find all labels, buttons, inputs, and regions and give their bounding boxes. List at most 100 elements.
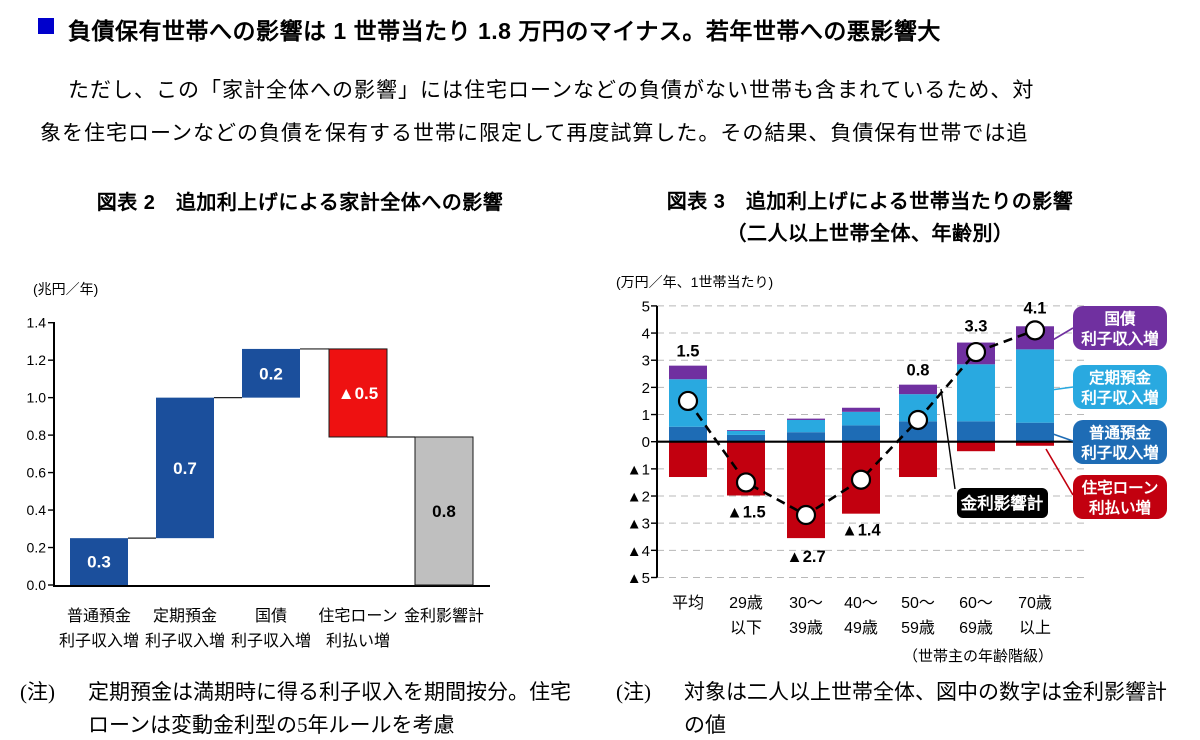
stack-segment-0-cat2 [787,432,825,442]
x-category-label: 70歳 [1018,594,1052,612]
x-category-label: 住宅ローン [318,607,397,625]
legend-label: 定期預金 [1089,368,1152,387]
line-value-label: ▲2.7 [786,548,825,566]
x-category-label: 40～ [844,595,878,612]
y-tick-label: 1.2 [27,352,47,368]
x-category-label: 定期預金 [153,607,217,625]
y-tick-label: 0 [642,434,650,451]
impact-line-marker [965,341,987,363]
line-value-label: ▲1.4 [841,522,881,540]
x-category-label: 29歳 [729,594,763,612]
fig3-note-line1: 対象は二人以上世帯全体、図中の数字は金利影響計 [684,680,1167,704]
x-category-label: 国債 [255,607,287,625]
stack-segment-2-cat2 [787,418,825,420]
headline-text: 負債保有世帯への影響は 1 世帯当たり 1.8 万円のマイナス。若年世帯への悪影… [68,18,941,44]
fig3-unit-label: (万円／年、1世帯当たり) [616,274,774,290]
impact-line-marker [907,409,929,431]
stack-segment-0-cat1 [727,434,765,442]
fig3-title-line2: （二人以上世帯全体、年齢別） [726,223,1014,245]
legend-label: 利子収入増 [1081,443,1159,462]
stack-segment-2-cat3 [842,407,880,412]
stack-segment-0-cat0 [669,426,707,442]
legend-box-2 [1073,420,1167,464]
fig2-note-label: (注) [20,680,55,704]
y-tick-label: 1.0 [27,390,47,406]
stack-segment-loan-cat0 [669,441,707,478]
line-legend-box [957,488,1048,518]
impact-line-marker [1024,320,1046,341]
x-category-label: 39歳 [789,619,823,637]
y-tick-label: 2 [642,380,650,397]
y-tick-label: 0.0 [27,577,47,593]
fig3-note-line2: の値 [684,713,726,737]
stack-segment-1-cat1 [727,430,765,435]
y-tick-label: ▲1 [627,461,650,478]
waterfall-bar-3 [242,348,300,398]
line-value-label: 1.5 [677,343,700,361]
waterfall-bar-1 [70,538,128,585]
y-tick-label: 1.4 [27,315,47,331]
legend-callout [1050,386,1074,391]
stack-segment-2-cat0 [669,365,707,380]
fig2-unit-label: (兆円／年) [33,281,99,297]
fig2-note: 定期預金は満期時に得る利子収入を期間按分。住宅 ローンは変動金利型の5年ルールを… [88,676,588,740]
y-tick-label: ▲2 [627,489,650,506]
bullet-square-icon [38,18,54,34]
body-text-line2: 象を住宅ローンなどの負債を保有する世帯に限定して再度試算した。その結果、負債保有… [40,121,1029,145]
x-category-label: 平均 [672,594,704,612]
fig3-stacked-chart: 5 4 3 2 1 0 ▲1 ▲2 ▲3 ▲4 ▲5 1.5 ▲1.5 ▲2.7 ▲1.4 0.8 3.3 4.1… [627,298,1167,665]
stack-segment-1-cat3 [842,411,880,426]
fig3-title: 図表 3 追加利上げによる世帯当たりの影響 （二人以上世帯全体、年齢別） [610,186,1130,250]
x-category-label: 以上 [1019,619,1051,637]
x-category-label: 69歳 [959,619,993,637]
y-tick-label: 0.6 [27,465,47,481]
stack-segment-0-cat5 [957,421,995,442]
y-tick-label: 0.2 [27,540,47,556]
fig3-note-label: (注) [616,680,651,704]
legend-callout [1050,327,1074,342]
legend-box-0 [1073,306,1167,350]
stack-segment-2-cat4 [899,384,937,395]
y-tick-label: 5 [642,298,650,315]
x-category-label: 以下 [730,620,762,637]
fig3-title-line1: 図表 3 追加利上げによる世帯当たりの影響 [666,191,1074,213]
fig3-note: 対象は二人以上世帯全体、図中の数字は金利影響計 の値 [684,676,1184,740]
x-category-label: 30～ [789,595,823,612]
y-tick-label: ▲3 [627,516,650,533]
y-tick-label: 1 [642,407,650,424]
line-value-label: ▲1.5 [726,503,765,521]
stack-segment-loan-cat6 [1016,441,1054,446]
impact-line-marker [795,504,817,526]
fig2-note-line1: 定期預金は満期時に得る利子収入を期間按分。住宅 [88,680,571,704]
legend-label: 利子収入増 [1081,388,1159,407]
x-category-label: 59歳 [901,619,935,637]
bar-value-label: 0.8 [432,502,456,521]
legend-callout [1052,433,1074,442]
legend-box-1 [1073,365,1167,409]
stack-segment-loan-cat4 [899,441,937,478]
stack-segment-0-cat4 [899,421,937,442]
body-text-line1: ただし、この「家計全体への影響」には住宅ローンなどの負債がない世帯も含まれている… [68,78,1035,102]
stack-segment-1-cat2 [787,419,825,433]
line-value-label: 0.8 [907,362,930,380]
stack-segment-1-cat6 [1016,349,1054,423]
bar-value-label: ▲0.5 [338,384,378,403]
x-category-label: 利払い増 [326,632,390,650]
impact-line-marker [677,390,699,412]
stack-segment-0-cat3 [842,425,880,442]
fig2-waterfall-chart: 0.0 0.2 0.4 0.6 0.8 1.0 1.2 1.4 0.3 0.7 0.2 ▲0.5 0.8… [27,315,490,650]
x-category-label: 利子収入増 [231,632,311,650]
line-legend-label: 金利影響計 [960,493,1044,513]
x-category-label: 金利影響計 [404,607,484,625]
y-tick-label: 3 [642,353,650,370]
x-category-label: 50～ [901,595,935,612]
stack-segment-loan-cat5 [957,441,995,452]
x-category-label: 利子収入増 [59,632,139,650]
legend-label: 国債 [1104,309,1136,328]
bar-value-label: 0.7 [173,459,197,478]
x-category-label: 普通預金 [67,607,131,625]
legend-label: 利払い増 [1089,498,1151,517]
impact-line-marker [850,469,872,490]
legend-box-3 [1073,475,1167,519]
